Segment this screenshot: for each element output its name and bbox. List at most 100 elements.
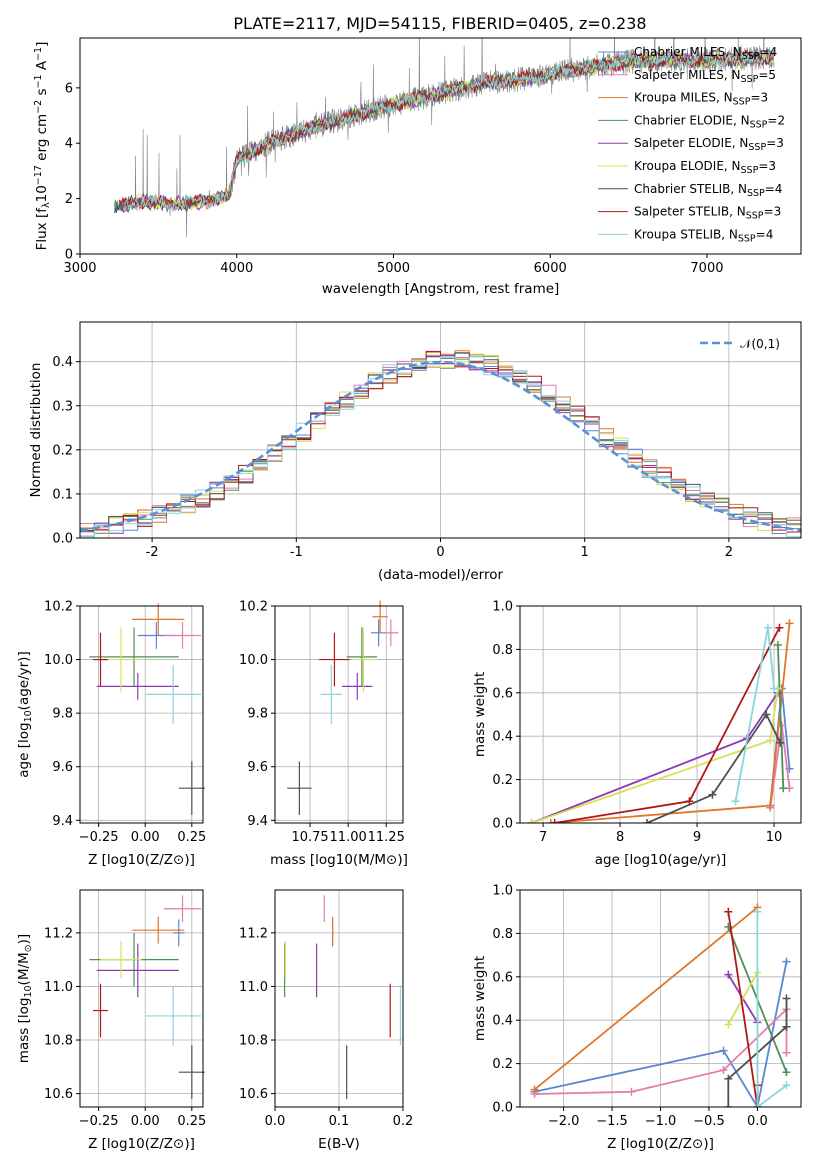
residuals-frame (79, 321, 802, 539)
y-tick-label: 1.0 (492, 600, 513, 615)
y-tick-label: 10.2 (239, 600, 268, 615)
label-part: −17 (33, 165, 44, 185)
series-marker (643, 819, 652, 823)
label-part: age [log (16, 722, 32, 777)
histogram-lines (80, 350, 801, 538)
label-part: =2 (767, 113, 785, 127)
normal-reference-curve (80, 360, 801, 532)
mass-vs-EBV-points (284, 895, 402, 1099)
age-vs-mass-axes (275, 605, 403, 823)
massweight-vs-age-ticks: 7 8 9 10 0.0 0.2 0.4 0.6 0.8 1.0 (492, 600, 802, 845)
label-part: −2 (33, 100, 44, 114)
label-part: 10 (23, 710, 34, 722)
x-tick-label: -2 (146, 545, 159, 560)
y-tick-label: 0.4 (492, 730, 513, 745)
label-part: SSP (741, 165, 759, 176)
x-axis-label: Z [log10(Z/Z⊙)] (88, 1136, 195, 1152)
series-marker (766, 736, 775, 745)
series-marker (782, 1048, 791, 1057)
label-part: E(B-V) (318, 1136, 360, 1152)
series-line (646, 712, 782, 823)
y-tick-label: 9.8 (52, 707, 73, 722)
legend-entry: Salpeter STELIB, NSSP=3 (634, 205, 781, 222)
x-tick-label: 0.1 (329, 1114, 350, 1129)
x-tick-label: -1 (290, 545, 303, 560)
x-tick-label: 11.25 (368, 830, 405, 845)
label-part: erg cm (34, 114, 50, 165)
series-marker (782, 957, 791, 966)
label-part: SSP (742, 51, 760, 62)
y-tick-label: 9.4 (247, 814, 268, 829)
x-tick-label: 10.75 (291, 830, 328, 845)
y-tick-label: 0.2 (492, 1057, 513, 1072)
y-tick-label: 0.0 (52, 532, 73, 547)
label-part: Kroupa STELIB, N (634, 227, 738, 241)
label-part: Flux [f (34, 207, 50, 251)
legend-entry: Kroupa ELODIE, NSSP=3 (634, 159, 776, 176)
x-axis-label: Z [log10(Z/Z⊙)] (88, 852, 195, 868)
series-marker (724, 1074, 733, 1083)
y-tick-label: 0.2 (492, 773, 513, 788)
label-part: SSP (750, 119, 768, 130)
figure-title: PLATE=2117, MJD=54115, FIBERID=0405, z=0… (233, 14, 646, 33)
label-part: λ (41, 202, 52, 208)
series-marker (724, 1020, 733, 1029)
x-tick-label: 0.00 (131, 830, 160, 845)
label-part: Kroupa ELODIE, N (634, 159, 741, 173)
label-part: (data-model)/error (378, 567, 504, 583)
y-tick-label: 0 (65, 248, 73, 263)
series-marker (724, 907, 733, 916)
y-tick-label: 0.1 (52, 487, 73, 502)
legend-entry: 𝒩(0,1) (740, 337, 780, 351)
label-part: (age/yr)] (16, 651, 32, 710)
x-tick-label: 9 (693, 830, 701, 845)
label-part: =4 (765, 182, 783, 196)
series-marker (550, 819, 559, 823)
label-part: mass weight (472, 672, 488, 757)
label-part: =4 (760, 45, 778, 59)
x-tick-label: 0.0 (265, 1114, 286, 1129)
age-vs-mass-frame (274, 605, 404, 824)
age-vs-Z-points (89, 603, 205, 815)
label-part: =3 (766, 136, 784, 150)
y-tick-label: 1.0 (492, 884, 513, 899)
label-part: Z [log10(Z/Z⊙)] (88, 1136, 195, 1152)
label-part: wavelength [Angstrom, rest frame] (322, 281, 560, 297)
x-tick-label: −0.25 (79, 830, 119, 845)
series-marker (782, 994, 791, 1003)
mass-vs-EBV-ticks: 0.0 0.1 0.2 10.6 10.8 11.0 11.2 (239, 889, 413, 1129)
x-tick-label: 5000 (377, 261, 410, 276)
legend-entry: Kroupa MILES, NSSP=3 (634, 91, 768, 108)
y-tick-label: 10.6 (44, 1087, 73, 1102)
y-tick-label: 9.6 (247, 760, 268, 775)
label-part: SSP (746, 211, 764, 222)
y-tick-label: 0.4 (492, 1014, 513, 1029)
series-marker (773, 641, 782, 650)
mass-vs-EBV-frame (274, 889, 404, 1108)
series-marker (530, 1085, 539, 1094)
mass-vs-Z-points (89, 895, 205, 1099)
x-axis-label: Z [log10(Z/Z⊙)] (607, 1136, 714, 1152)
spectrum-lines (114, 38, 775, 238)
label-part: Z [log10(Z/Z⊙)] (88, 852, 195, 868)
mass-vs-Z-ticks: −0.25 0.00 0.25 10.6 10.8 11.0 11.2 (44, 889, 206, 1129)
y-tick-label: 0.6 (492, 686, 513, 701)
x-tick-label: 4000 (220, 261, 253, 276)
y-axis-label: age [log10(age/yr)] (16, 651, 34, 777)
label-part: Chabrier MILES, N (634, 45, 742, 59)
series-marker (782, 1022, 791, 1031)
x-tick-label: 8 (616, 830, 624, 845)
label-part: A (34, 60, 50, 74)
series-line (756, 911, 788, 1107)
y-tick-label: 10.0 (239, 653, 268, 668)
x-axis-label: age [log10(age/yr)] (595, 852, 727, 868)
label-part: ⊙ (23, 944, 34, 952)
y-tick-label: 0.8 (492, 927, 513, 942)
y-tick-label: 0.3 (52, 399, 73, 414)
series-marker (685, 797, 694, 806)
x-tick-label: 11.00 (330, 830, 367, 845)
x-axis-label: E(B-V) (318, 1136, 360, 1152)
x-tick-label: −0.25 (79, 1114, 119, 1129)
legend-entry: Chabrier STELIB, NSSP=4 (634, 182, 782, 199)
